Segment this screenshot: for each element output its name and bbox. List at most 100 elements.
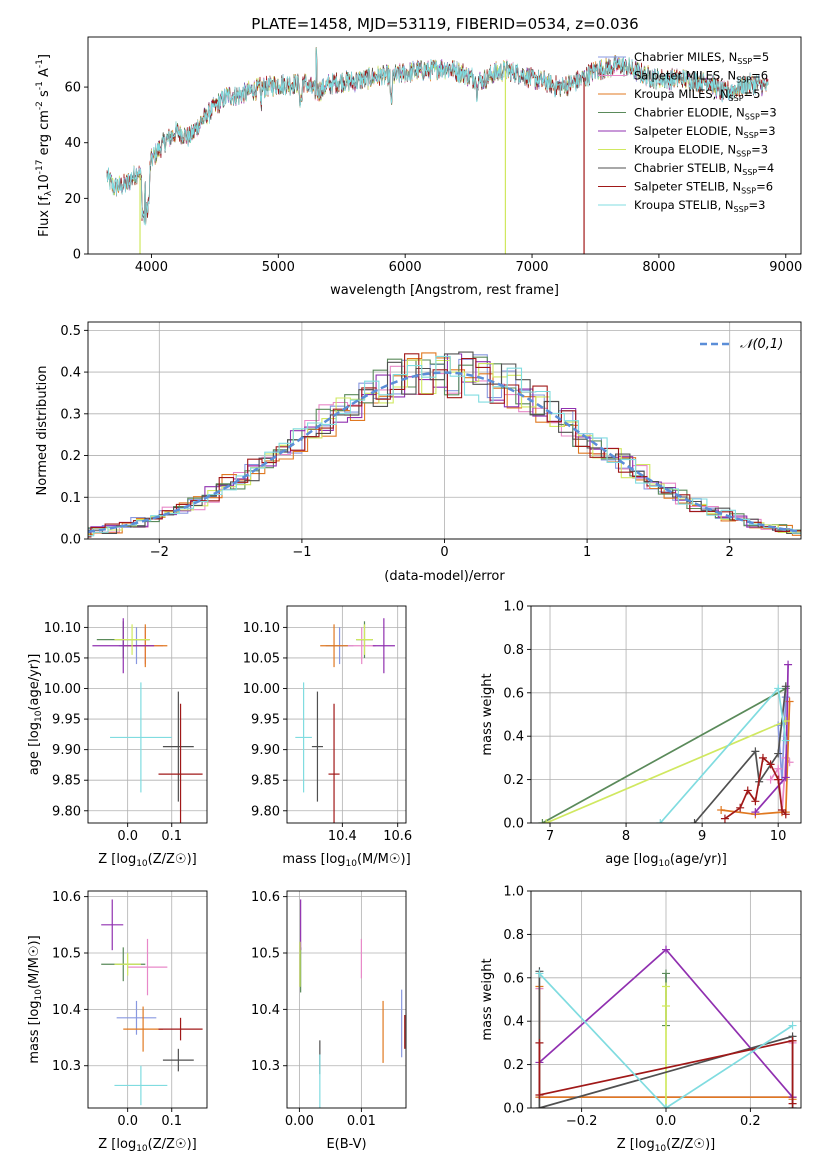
x-tick-label: 10.6 xyxy=(383,829,412,844)
axis-label-subscript: 10 xyxy=(34,710,44,722)
y-tick-label: 0.8 xyxy=(503,643,524,658)
x-tick-label: 2 xyxy=(726,545,734,560)
y-tick-label: 40 xyxy=(64,136,81,151)
y-axis-label: Flux [fλ10-17 erg cm-2 s-1 A-1] xyxy=(35,54,54,237)
y-tick-label: 1.0 xyxy=(503,600,524,615)
y-tick-label: 9.85 xyxy=(251,774,280,789)
y-tick-label: 20 xyxy=(64,192,81,207)
weight-point xyxy=(662,1104,670,1108)
axes-residuals: −2 −1 0 1 2 0.0 0.1 0.2 0.3 0.4 0.5 (data-model)/er… xyxy=(35,321,802,584)
y-tick-label: 9.95 xyxy=(251,713,280,728)
legend-name: Salpeter ELODIE, N xyxy=(634,124,744,138)
axes-mass-vs-ebv: 0.00 0.01 10.3 10.4 10.5 10.6 E(B-V) xyxy=(251,890,407,1152)
weight-point xyxy=(774,749,783,758)
legend-label: Chabrier MILES, NSSP=5 xyxy=(634,50,769,66)
x-tick-label: −2 xyxy=(150,545,169,560)
axis-label-rest: (M/M☉)] xyxy=(357,852,411,867)
y-axis-label: mass weight xyxy=(480,958,495,1040)
legend-name: Chabrier STELIB, N xyxy=(634,161,742,175)
weight-point xyxy=(662,945,670,954)
axis-label-subscript: 10 xyxy=(655,1144,667,1154)
x-tick-label: 0.00 xyxy=(285,1114,314,1129)
plot-area xyxy=(299,899,406,1108)
legend-name: Kroupa ELODIE, N xyxy=(634,143,736,157)
weight-point xyxy=(662,982,670,991)
weight-point xyxy=(535,969,544,978)
axis-label-rest: (M/M☉)] xyxy=(27,935,42,989)
weight-point xyxy=(535,1038,544,1047)
x-tick-label: 5000 xyxy=(262,260,295,275)
weight-point xyxy=(788,1099,797,1108)
panels: 4000 5000 6000 7000 8000 90000204060wavelengt… xyxy=(27,36,802,1154)
legend-n: =3 xyxy=(749,198,766,212)
axes-age-vs-mass: 10.4 10.6 9.80 9.85 9.90 9.95 10.00 10.05 10.10 m… xyxy=(243,605,412,869)
y-tick-label: 0.0 xyxy=(60,533,81,548)
y-tick-label: 9.85 xyxy=(52,774,81,789)
weight-point xyxy=(736,803,745,812)
x-axis-label: wavelength [Angstrom, rest frame] xyxy=(330,283,559,298)
weight-point xyxy=(784,660,793,669)
ylabel-part: Flux [f xyxy=(37,196,52,237)
x-tick-label: 0 xyxy=(440,545,448,560)
weight-point xyxy=(781,693,790,702)
weight-point xyxy=(717,805,726,814)
axes-mass-vs-Z: 0.0 0.1 10.3 10.4 10.5 10.6 Z [log10(Z/Z☉)] mas… xyxy=(27,890,208,1154)
legend-name: Chabrier MILES, N xyxy=(634,50,737,64)
weight-point xyxy=(535,1104,544,1108)
x-tick-label: 0.01 xyxy=(347,1114,376,1129)
y-tick-label: 60 xyxy=(64,81,81,96)
legend-name: Kroupa MILES, N xyxy=(634,87,729,101)
y-tick-label: 0.6 xyxy=(503,686,524,701)
axis-label-rest: (age/yr)] xyxy=(27,654,42,711)
weight-point xyxy=(766,760,775,769)
plot-area xyxy=(295,618,395,823)
legend-name: Salpeter MILES, N xyxy=(634,69,736,83)
weight-point xyxy=(751,808,760,817)
ylabel-sup: -1 xyxy=(35,59,45,68)
x-axis-label: age [log10(age/yr)] xyxy=(605,852,727,869)
y-tick-label: 0.5 xyxy=(60,324,81,339)
weight-point xyxy=(774,684,783,693)
axis-label-subscript: 10 xyxy=(346,859,358,869)
weight-point xyxy=(777,805,786,814)
y-tick-label: 0.8 xyxy=(503,928,524,943)
ylabel-part: 10 xyxy=(37,174,52,191)
ylabel-sub: λ xyxy=(44,190,54,196)
x-axis-label: Z [log10(Z/Z☉)] xyxy=(98,852,196,869)
axes-frame xyxy=(87,605,208,824)
x-axis-label: (data-model)/error xyxy=(384,569,505,584)
y-tick-label: 9.95 xyxy=(52,713,81,728)
legend-n: =6 xyxy=(751,69,768,83)
y-tick-label: 10.10 xyxy=(243,621,280,636)
histogram-8 xyxy=(88,355,801,537)
y-tick-label: 10.4 xyxy=(52,1003,81,1018)
plot-area xyxy=(92,618,203,823)
spectrum-line-8 xyxy=(106,47,769,226)
axes-weight-vs-age: 7 8 9 10 0.0 0.2 0.4 0.6 0.8 1.0 age [log10(age/yr… xyxy=(480,600,802,869)
y-tick-label: 10.3 xyxy=(251,1059,280,1074)
y-tick-label: 10.05 xyxy=(243,651,280,666)
ylabel-part: erg cm xyxy=(37,110,52,159)
weight-point xyxy=(743,786,752,795)
legend-sub: SSP xyxy=(737,57,752,66)
legend-label: 𝒩(0,1) xyxy=(740,337,783,352)
plot-area xyxy=(535,945,797,1108)
weight-point xyxy=(662,969,670,978)
x-tick-label: 8 xyxy=(622,829,630,844)
legend-label: Chabrier ELODIE, NSSP=3 xyxy=(634,106,777,122)
axis-label-subscript: 10 xyxy=(658,859,670,869)
y-tick-label: 10.6 xyxy=(52,890,81,905)
y-tick-label: 0.2 xyxy=(60,449,81,464)
x-tick-label: −1 xyxy=(292,545,311,560)
legend-n: =3 xyxy=(760,106,777,120)
ylabel-sup: -17 xyxy=(35,160,45,175)
y-tick-label: 9.90 xyxy=(251,743,280,758)
weight-point xyxy=(781,773,790,782)
y-tick-label: 0.2 xyxy=(503,773,524,788)
weight-series-5 xyxy=(545,720,787,823)
legend-sub: SSP xyxy=(734,205,749,214)
axis-label-subscript: 10 xyxy=(136,1144,148,1154)
weight-point xyxy=(781,682,790,691)
y-tick-label: 0.4 xyxy=(503,1015,524,1030)
